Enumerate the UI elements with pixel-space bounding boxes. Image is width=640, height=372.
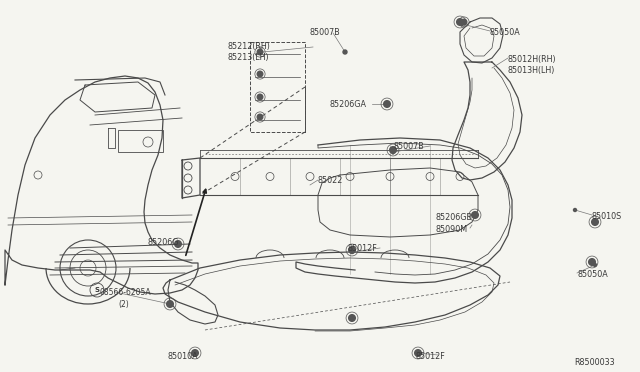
Circle shape bbox=[415, 350, 422, 356]
Text: 85206GB: 85206GB bbox=[436, 213, 473, 222]
Text: S: S bbox=[95, 287, 99, 293]
Text: 85213(LH): 85213(LH) bbox=[228, 53, 269, 62]
Text: 85013H(LH): 85013H(LH) bbox=[508, 66, 556, 75]
Circle shape bbox=[349, 314, 355, 321]
Circle shape bbox=[417, 352, 419, 355]
Text: 85212(RH): 85212(RH) bbox=[228, 42, 271, 51]
Circle shape bbox=[385, 103, 388, 106]
Circle shape bbox=[349, 247, 355, 253]
Circle shape bbox=[461, 22, 463, 26]
Text: 85012H(RH): 85012H(RH) bbox=[508, 55, 557, 64]
Text: 85007B: 85007B bbox=[393, 142, 424, 151]
Circle shape bbox=[383, 100, 390, 108]
Circle shape bbox=[166, 301, 173, 308]
Circle shape bbox=[343, 50, 347, 54]
Text: 85050A: 85050A bbox=[490, 28, 521, 37]
Text: 85012F: 85012F bbox=[415, 352, 445, 361]
Circle shape bbox=[593, 263, 596, 266]
Circle shape bbox=[257, 49, 263, 55]
Circle shape bbox=[257, 94, 263, 100]
Circle shape bbox=[461, 19, 467, 25]
Circle shape bbox=[193, 352, 196, 355]
Circle shape bbox=[589, 259, 595, 266]
Text: 08566-6205A: 08566-6205A bbox=[100, 288, 152, 297]
Circle shape bbox=[257, 114, 263, 120]
Circle shape bbox=[591, 218, 598, 225]
Circle shape bbox=[257, 71, 263, 77]
Text: 85010A: 85010A bbox=[168, 352, 198, 361]
Text: 85010S: 85010S bbox=[592, 212, 622, 221]
Text: 85090M: 85090M bbox=[436, 225, 468, 234]
Circle shape bbox=[392, 151, 394, 154]
Text: 85050A: 85050A bbox=[577, 270, 608, 279]
Text: R8500033: R8500033 bbox=[574, 358, 614, 367]
Text: 85007B: 85007B bbox=[310, 28, 340, 37]
Text: 85022: 85022 bbox=[318, 176, 344, 185]
Text: 85206GA: 85206GA bbox=[330, 100, 367, 109]
Circle shape bbox=[177, 243, 179, 246]
Circle shape bbox=[390, 147, 397, 154]
Circle shape bbox=[472, 212, 479, 218]
Circle shape bbox=[456, 19, 463, 26]
Text: 85012F: 85012F bbox=[348, 244, 378, 253]
Circle shape bbox=[168, 302, 172, 305]
Text: (2): (2) bbox=[118, 300, 129, 309]
Text: 85206G: 85206G bbox=[148, 238, 179, 247]
Circle shape bbox=[351, 250, 353, 253]
Circle shape bbox=[175, 241, 182, 247]
Circle shape bbox=[573, 208, 577, 212]
Circle shape bbox=[191, 350, 198, 356]
